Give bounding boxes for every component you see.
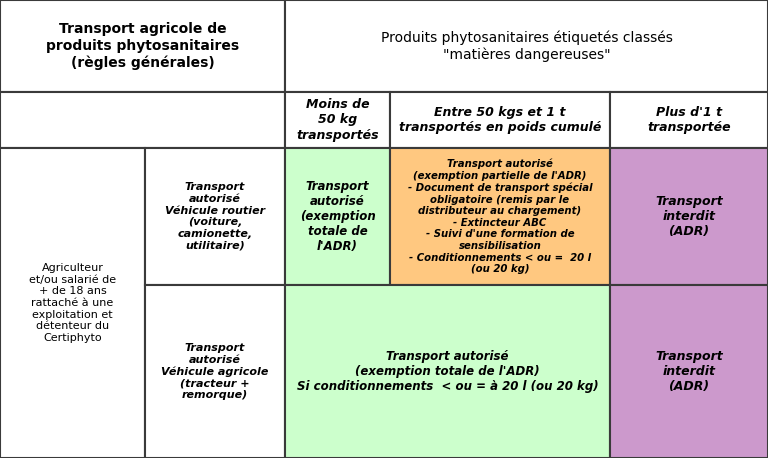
- Text: Transport
autorisé
(exemption
totale de
l'ADR): Transport autorisé (exemption totale de …: [300, 180, 376, 253]
- FancyBboxPatch shape: [0, 0, 285, 92]
- Text: Transport autorisé
(exemption totale de l'ADR)
Si conditionnements  < ou = à 20 : Transport autorisé (exemption totale de …: [296, 350, 598, 393]
- FancyBboxPatch shape: [390, 92, 610, 148]
- FancyBboxPatch shape: [610, 148, 768, 285]
- Text: Transport autorisé
(exemption partielle de l'ADR)
- Document de transport spécia: Transport autorisé (exemption partielle …: [408, 159, 592, 274]
- FancyBboxPatch shape: [390, 148, 610, 285]
- FancyBboxPatch shape: [285, 92, 390, 148]
- FancyBboxPatch shape: [285, 285, 610, 458]
- FancyBboxPatch shape: [0, 148, 145, 458]
- Text: Plus d'1 t
transportée: Plus d'1 t transportée: [647, 106, 731, 134]
- FancyBboxPatch shape: [285, 148, 390, 285]
- FancyBboxPatch shape: [0, 92, 285, 148]
- Text: Transport
autorisé
Véhicule agricole
(tracteur +
remorque): Transport autorisé Véhicule agricole (tr…: [161, 343, 269, 400]
- FancyBboxPatch shape: [610, 285, 768, 458]
- FancyBboxPatch shape: [285, 0, 768, 92]
- Text: Transport
interdit
(ADR): Transport interdit (ADR): [655, 350, 723, 393]
- Text: Transport agricole de
produits phytosanitaires
(règles générales): Transport agricole de produits phytosani…: [46, 22, 239, 70]
- Text: Agriculteur
et/ou salarié de
+ de 18 ans
rattaché à une
exploitation et
détenteu: Agriculteur et/ou salarié de + de 18 ans…: [29, 263, 116, 343]
- Text: Entre 50 kgs et 1 t
transportés en poids cumulé: Entre 50 kgs et 1 t transportés en poids…: [399, 106, 601, 134]
- Text: Transport
autorisé
Véhicule routier
(voiture,
camionette,
utilitaire): Transport autorisé Véhicule routier (voi…: [165, 182, 265, 251]
- FancyBboxPatch shape: [145, 285, 285, 458]
- Text: Moins de
50 kg
transportés: Moins de 50 kg transportés: [296, 98, 379, 142]
- Text: Produits phytosanitaires étiquetés classés
"matières dangereuses": Produits phytosanitaires étiquetés class…: [381, 30, 673, 62]
- FancyBboxPatch shape: [145, 148, 285, 285]
- FancyBboxPatch shape: [610, 92, 768, 148]
- Text: Transport
interdit
(ADR): Transport interdit (ADR): [655, 195, 723, 238]
